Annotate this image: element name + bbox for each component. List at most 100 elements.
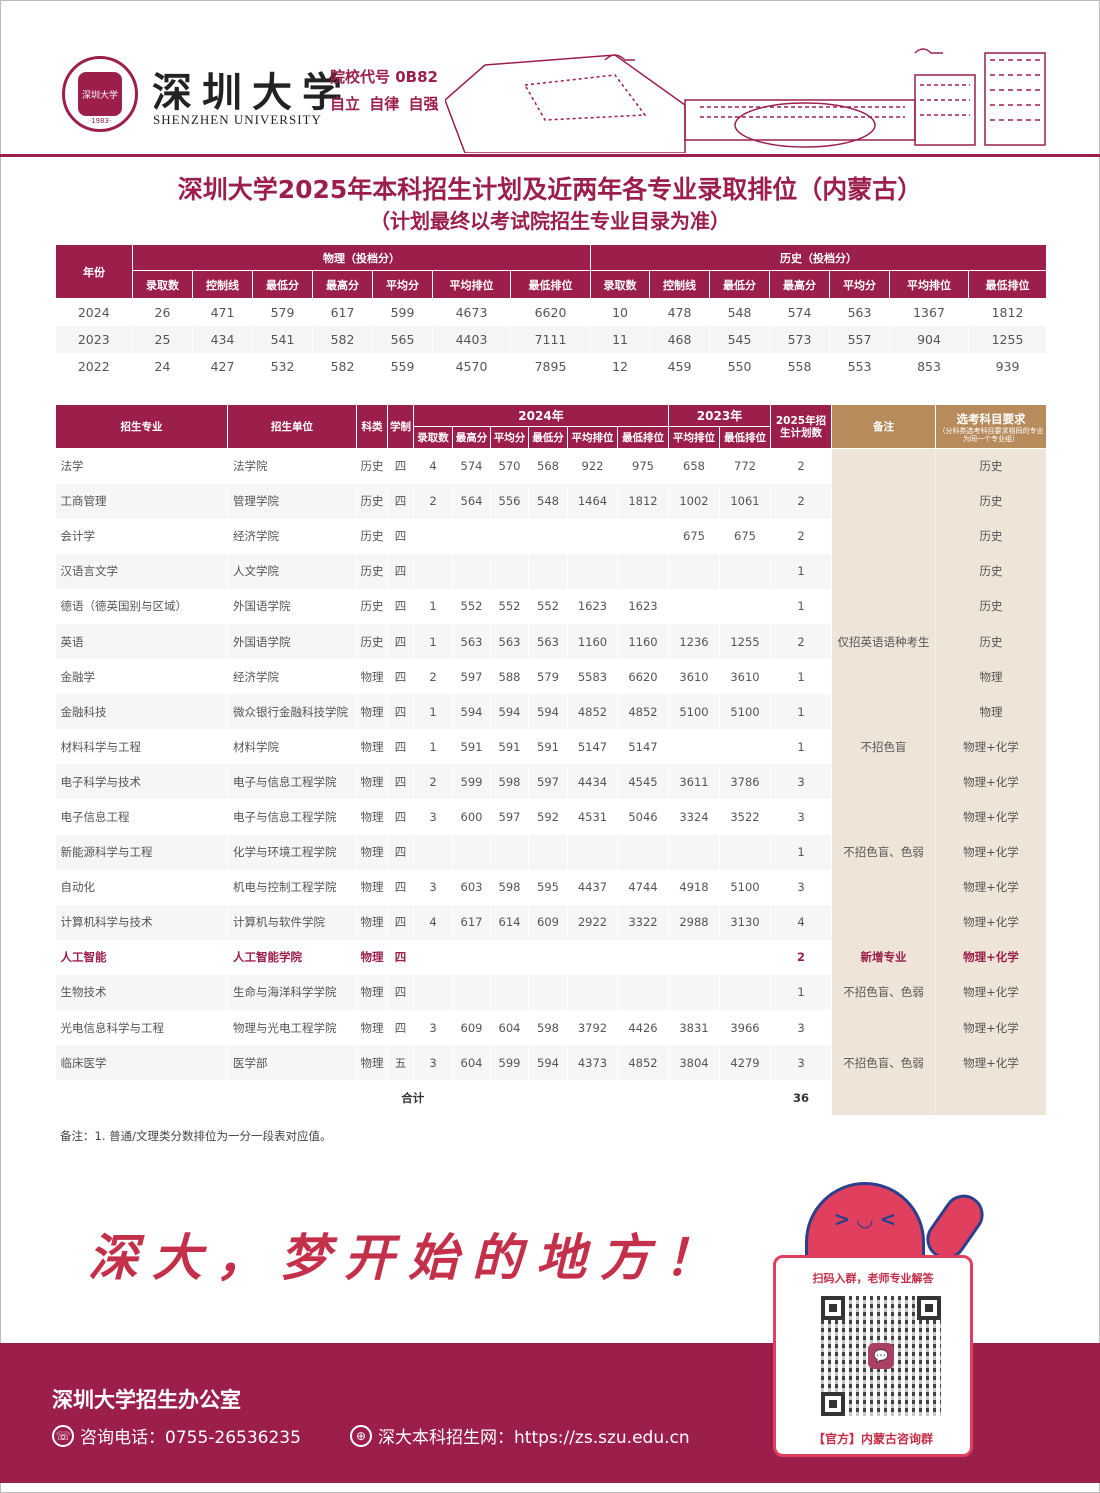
- table-row: 电子科学与技术 电子与信息工程学院 物理四 2 599 598 597 4434 4545 361…: [55, 764, 1047, 800]
- plan-2025: 1: [770, 588, 832, 624]
- major-cell: 电子信息工程: [55, 799, 228, 835]
- major-cell: 新能源科学与工程: [55, 834, 228, 870]
- plan-2025: 3: [770, 1045, 832, 1081]
- category-cell: 物理: [356, 764, 388, 800]
- max-2024: 552: [452, 588, 491, 624]
- unit-cell: 法学院: [227, 448, 357, 484]
- admitted-2024: 4: [413, 904, 453, 940]
- category-cell: 物理: [356, 659, 388, 695]
- max-2024: [452, 939, 491, 975]
- phone-contact: ☏ 咨询电话：0755-26536235: [52, 1423, 301, 1448]
- min-2024: 594: [528, 1045, 568, 1081]
- duration-cell: 四: [387, 694, 414, 730]
- plan-2025: 2: [770, 483, 832, 519]
- remarks-cell: [831, 588, 936, 624]
- plan-2025: 3: [770, 1010, 832, 1046]
- table-cell: 24: [132, 352, 193, 380]
- max-2024: 564: [452, 483, 491, 519]
- avg-rank-2023: 1236: [668, 623, 720, 660]
- column-header: 最高分: [312, 270, 373, 299]
- total-row: 合计 36: [55, 1080, 1047, 1116]
- table-row: 法学 法学院 历史四 4 574 570 568 922 975 658 772 2 历史: [55, 448, 1047, 484]
- plan-2025: 1: [770, 729, 832, 765]
- min-rank-2023: 1061: [719, 483, 771, 519]
- category-cell: 历史: [356, 518, 388, 554]
- min-rank-2024: 5147: [617, 729, 669, 765]
- table-cell: 579: [252, 298, 313, 326]
- table-cell: 4673: [432, 298, 511, 326]
- duration-cell: 四: [387, 518, 414, 554]
- unit-cell: 电子与信息工程学院: [227, 764, 357, 800]
- year-cell: 2023: [55, 325, 133, 353]
- wechat-icon: 💬: [868, 1343, 894, 1369]
- subjects-note: （分科类选考科目要求相同的专业为同一个专业组）: [938, 426, 1044, 443]
- plan-2025: 2: [770, 518, 832, 554]
- column-header-2024: 最高分: [452, 426, 491, 449]
- table-cell: 853: [889, 352, 970, 380]
- table-row: 工商管理 管理学院 历史四 2 564 556 548 1464 1812 1002 1061 2 历史: [55, 483, 1047, 519]
- header-2023: 2023年: [668, 404, 771, 427]
- min-2024: 595: [528, 869, 568, 905]
- category-cell: 物理: [356, 694, 388, 730]
- category-cell: 物理: [356, 1010, 388, 1046]
- major-cell: 生物技术: [55, 974, 228, 1010]
- min-2024: 609: [528, 904, 568, 940]
- admitted-2024: 3: [413, 1045, 453, 1081]
- remarks-cell: [831, 764, 936, 800]
- table-cell: 550: [709, 352, 771, 380]
- plan-2025: 1: [770, 694, 832, 730]
- table-row: 电子信息工程 电子与信息工程学院 物理四 3 600 597 592 4531 5046 3324…: [55, 799, 1047, 835]
- subjects-cell: 物理: [935, 694, 1047, 730]
- min-rank-2023: 3966: [719, 1010, 771, 1046]
- subjects-cell: 物理+化学: [935, 729, 1047, 765]
- avg-rank-2024: 1623: [567, 588, 618, 624]
- table-cell: 545: [709, 325, 771, 353]
- table-cell: 558: [769, 352, 831, 380]
- min-2024: [528, 553, 568, 589]
- year-cell: 2024: [55, 298, 133, 326]
- min-rank-2023: 5100: [719, 869, 771, 905]
- subjects-cell: 物理: [935, 659, 1047, 695]
- avg-2024: [490, 939, 529, 975]
- qr-finder: [821, 1392, 845, 1416]
- campus-building-illustration: [445, 48, 1046, 153]
- remarks-cell: [831, 659, 936, 695]
- qr-code[interactable]: 💬: [821, 1296, 941, 1416]
- min-rank-2024: [617, 939, 669, 975]
- avg-2024: 591: [490, 729, 529, 765]
- header-remarks: 备注: [831, 404, 936, 449]
- table-row: 新能源科学与工程 化学与环境工程学院 物理四 1 不招色盲、色弱 物理+化学: [55, 834, 1047, 870]
- avg-rank-2023: 1002: [668, 483, 720, 519]
- avg-2024: 599: [490, 1045, 529, 1081]
- university-name-en: SHENZHEN UNIVERSITY: [153, 112, 322, 127]
- avg-rank-2024: 4373: [567, 1045, 618, 1081]
- table-cell: 1255: [968, 325, 1048, 353]
- qr-finder: [821, 1296, 845, 1320]
- table-cell: 1812: [968, 298, 1048, 326]
- avg-2024: 594: [490, 694, 529, 730]
- avg-rank-2024: 4437: [567, 869, 618, 905]
- remarks-cell: [831, 553, 936, 589]
- unit-cell: 电子与信息工程学院: [227, 799, 357, 835]
- duration-cell: 四: [387, 623, 414, 660]
- table-row: 2024 26 471 579 617 599 4673 6620 10 478 548 574 563…: [55, 298, 1048, 326]
- subjects-cell: 物理+化学: [935, 1010, 1047, 1046]
- max-2024: 604: [452, 1045, 491, 1081]
- category-cell: 历史: [356, 483, 388, 519]
- min-rank-2023: 772: [719, 448, 771, 484]
- website-contact[interactable]: ⊕ 深大本科招生网：https://zs.szu.edu.cn: [350, 1423, 690, 1448]
- year-cell: 2022: [55, 352, 133, 380]
- avg-rank-2024: 5583: [567, 659, 618, 695]
- major-cell: 人工智能: [55, 939, 228, 975]
- website-text[interactable]: 深大本科招生网：https://zs.szu.edu.cn: [378, 1428, 690, 1448]
- plan-2025: 3: [770, 869, 832, 905]
- min-rank-2024: 1160: [617, 623, 669, 660]
- remarks-cell: 仅招英语语种考生: [831, 623, 936, 660]
- duration-cell: 四: [387, 1010, 414, 1046]
- table-cell: 541: [252, 325, 313, 353]
- table-cell: 7111: [510, 325, 592, 353]
- table-cell: 559: [372, 352, 433, 380]
- duration-cell: 四: [387, 483, 414, 519]
- major-cell: 临床医学: [55, 1045, 228, 1081]
- physics-group-header: 物理（投档分）: [131, 244, 592, 271]
